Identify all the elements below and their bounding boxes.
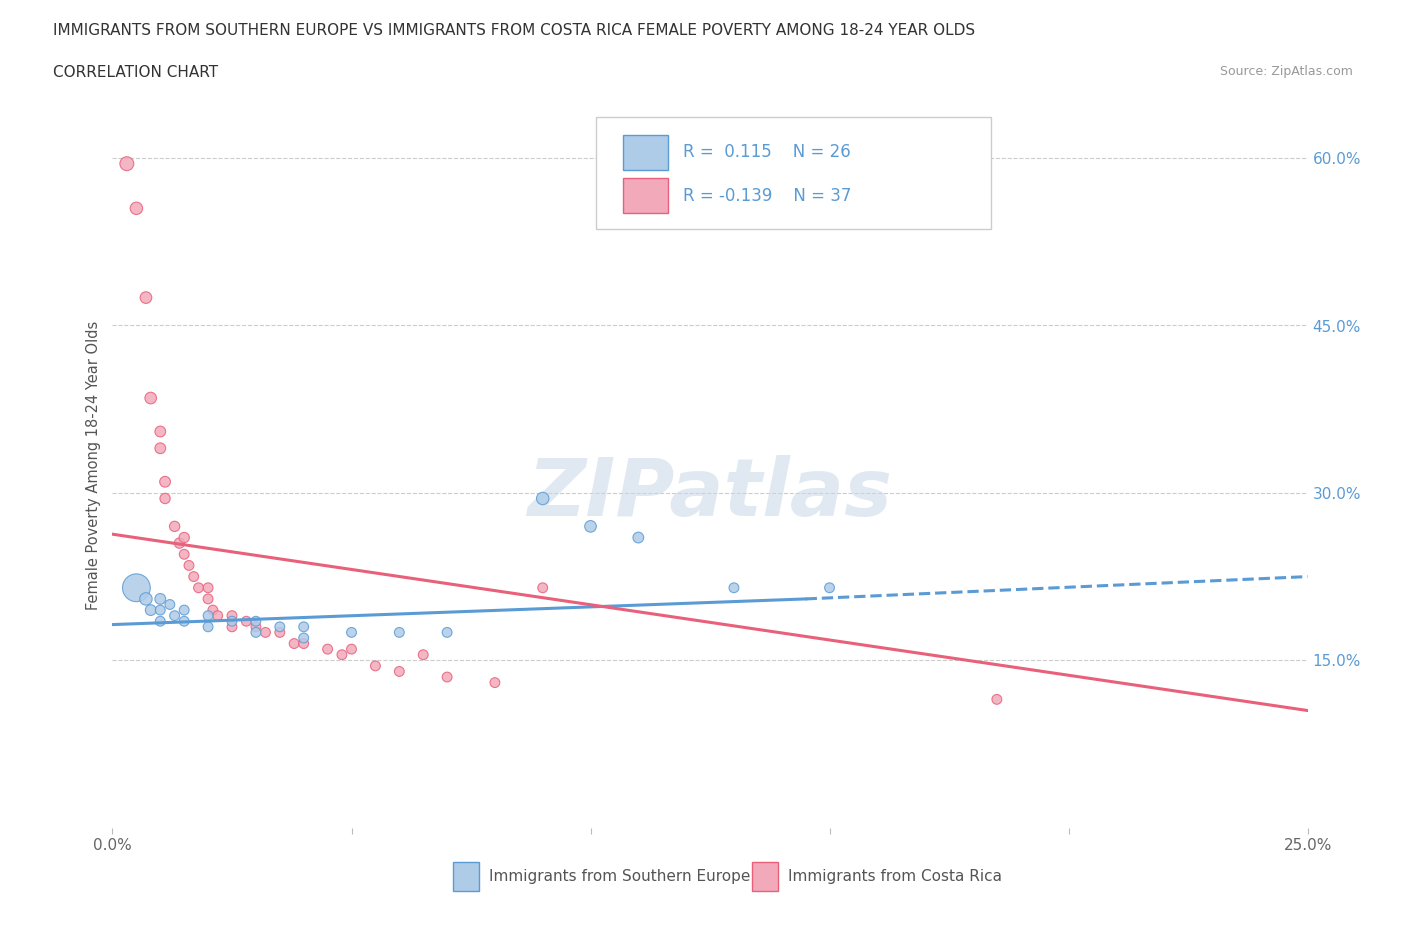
Point [183,569,205,584]
Text: Immigrants from Costa Rica: Immigrants from Costa Rica [787,869,1001,883]
Point [177,558,200,573]
Point [269,625,291,640]
Point [531,580,554,595]
Point [201,603,224,618]
Bar [623,179,668,213]
Point [269,619,291,634]
Point [149,424,172,439]
Point [388,625,411,640]
Bar [623,135,668,170]
Point [197,619,219,634]
Point [245,625,267,640]
Point [579,519,602,534]
Point [125,201,148,216]
Point [292,631,315,645]
Point [187,580,209,595]
Point [221,619,243,634]
Text: IMMIGRANTS FROM SOUTHERN EUROPE VS IMMIGRANTS FROM COSTA RICA FEMALE POVERTY AMO: IMMIGRANTS FROM SOUTHERN EUROPE VS IMMIG… [53,23,976,38]
Text: CORRELATION CHART: CORRELATION CHART [53,65,218,80]
Text: ZIPatlas: ZIPatlas [527,455,893,533]
Point [135,290,157,305]
Point [173,603,195,618]
Point [149,614,172,629]
Point [139,391,162,405]
Point [986,692,1008,707]
Point [484,675,506,690]
Point [388,664,411,679]
Point [283,636,305,651]
Point [149,441,172,456]
Point [149,591,172,606]
Point [723,580,745,595]
Point [163,608,186,623]
Y-axis label: Female Poverty Among 18-24 Year Olds: Female Poverty Among 18-24 Year Olds [86,320,101,610]
Point [173,530,195,545]
Point [364,658,387,673]
Point [436,670,458,684]
Point [292,619,315,634]
Point [169,536,191,551]
Point [818,580,841,595]
Point [149,603,172,618]
Point [173,547,195,562]
Point [254,625,277,640]
Point [412,647,434,662]
Point [221,608,243,623]
Point [153,474,176,489]
Point [627,530,650,545]
Bar [453,862,479,891]
Point [139,603,162,618]
Text: Immigrants from Southern Europe: Immigrants from Southern Europe [489,869,751,883]
Point [330,647,353,662]
Point [245,619,267,634]
Text: R = -0.139    N = 37: R = -0.139 N = 37 [682,187,851,205]
Point [207,608,229,623]
Point [159,597,181,612]
Point [125,580,148,595]
Point [197,608,219,623]
Point [135,591,157,606]
Text: Source: ZipAtlas.com: Source: ZipAtlas.com [1219,65,1353,78]
Point [173,614,195,629]
Point [235,614,257,629]
Point [163,519,186,534]
Point [245,614,267,629]
Text: R =  0.115    N = 26: R = 0.115 N = 26 [682,143,851,161]
Point [340,642,363,657]
Point [153,491,176,506]
Point [316,642,339,657]
Point [436,625,458,640]
Point [197,580,219,595]
Point [115,156,138,171]
FancyBboxPatch shape [596,117,991,230]
Point [531,491,554,506]
Point [340,625,363,640]
Point [221,614,243,629]
Bar [752,862,778,891]
Point [292,636,315,651]
Point [197,591,219,606]
